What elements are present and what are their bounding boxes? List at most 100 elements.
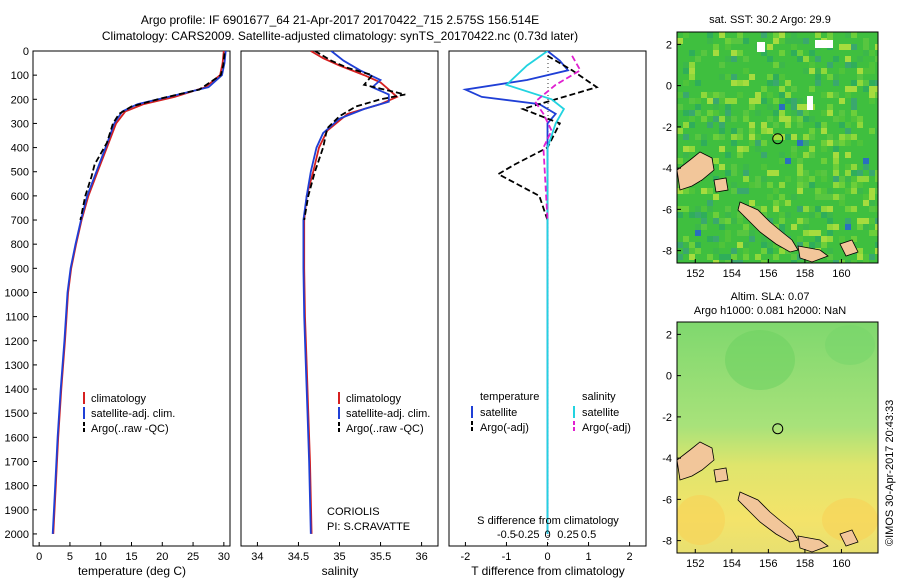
sst-pixel <box>797 50 803 56</box>
sst-pixel <box>833 224 839 230</box>
d-series-1-line <box>496 55 599 221</box>
sst-pixel <box>869 86 875 92</box>
sst-pixel <box>797 170 803 176</box>
sst-pixel <box>779 116 785 122</box>
sst-pixel <box>833 170 839 176</box>
sst-pixel <box>821 110 827 116</box>
sst-pixel <box>719 134 725 140</box>
sst-pixel <box>683 62 689 68</box>
t-xtick-label: 5 <box>67 551 73 563</box>
sst-pixel <box>785 122 791 128</box>
sst-pixel <box>809 230 815 236</box>
sst-pixel <box>773 134 779 140</box>
sst-pixel <box>713 92 719 98</box>
sst-pixel <box>713 194 719 200</box>
sst-pixel <box>791 224 797 230</box>
sla-lon-label: 154 <box>723 558 741 570</box>
sst-lon-label: 152 <box>686 268 704 280</box>
sst-pixel <box>851 176 857 182</box>
sst-pixel <box>869 68 875 74</box>
sst-pixel <box>725 116 731 122</box>
sst-pixel <box>677 158 683 164</box>
sst-pixel <box>875 134 878 140</box>
sst-pixel <box>713 110 719 116</box>
sst-pixel <box>713 176 719 182</box>
sst-pixel <box>725 44 731 50</box>
sst-pixel <box>737 134 743 140</box>
sst-pixel <box>863 260 869 263</box>
sst-pixel <box>725 152 731 158</box>
sst-pixel <box>725 104 731 110</box>
sst-pixel <box>863 68 869 74</box>
difference-panel: -2 -1 0 1 2 -0.5-0.25 0 0.25 0.5 S difference f… <box>448 50 647 578</box>
sst-pixel <box>845 32 851 38</box>
t-xtick-label: 25 <box>187 551 199 563</box>
sst-pixel <box>815 32 821 38</box>
legend-s-satellite: satellite <box>582 407 619 419</box>
sst-pixel <box>761 50 767 56</box>
sst-pixel <box>719 92 725 98</box>
sst-pixel <box>731 98 737 104</box>
sst-pixel <box>719 74 725 80</box>
sst-pixel <box>839 98 845 104</box>
sst-pixel <box>791 152 797 158</box>
sst-pixel <box>737 80 743 86</box>
sla-lat-label: -4 <box>662 453 672 465</box>
sst-pixel <box>755 176 761 182</box>
depth-tick-label: 500 <box>11 167 29 179</box>
depth-tick-label: 300 <box>11 118 29 130</box>
sst-pixel <box>689 248 695 254</box>
sst-pixel <box>791 146 797 152</box>
sst-pixel <box>839 110 845 116</box>
sst-pixel <box>857 254 863 260</box>
sst-pixel <box>695 248 701 254</box>
s-xtick-label: 35 <box>333 551 345 563</box>
sst-pixel <box>803 176 809 182</box>
sst-pixel <box>731 56 737 62</box>
depth-tick-label: 1600 <box>5 432 29 444</box>
sst-pixel <box>809 182 815 188</box>
sst-map-panel: sat. SST: 30.2 Argo: 29.9 152 154 156 158 16… <box>662 14 879 280</box>
sst-pixel <box>725 170 731 176</box>
sst-pixel <box>809 134 815 140</box>
sst-pixel <box>725 38 731 44</box>
sst-pixel <box>827 248 833 254</box>
sst-pixel <box>875 242 878 248</box>
sst-pixel <box>713 50 719 56</box>
sst-pixel <box>719 62 725 68</box>
sst-pixel <box>827 32 833 38</box>
sst-pixel <box>773 254 779 260</box>
sst-pixel <box>677 38 683 44</box>
sst-pixel <box>839 176 845 182</box>
legend-t-satellite: satellite <box>480 407 517 419</box>
sst-pixel <box>749 98 755 104</box>
sst-pixel <box>743 38 749 44</box>
sst-pixel <box>869 230 875 236</box>
sst-pixel <box>821 146 827 152</box>
sst-pixel <box>743 242 749 248</box>
sst-pixel <box>833 56 839 62</box>
sst-cloud-gap-3 <box>807 96 813 110</box>
sst-pixel <box>869 206 875 212</box>
sst-pixel <box>731 248 737 254</box>
sst-pixel <box>767 182 773 188</box>
sst-pixel <box>749 200 755 206</box>
d-series-3-line <box>533 55 582 221</box>
sst-pixel <box>869 92 875 98</box>
sst-pixel <box>701 116 707 122</box>
sst-pixel <box>677 104 683 110</box>
sst-pixel <box>761 128 767 134</box>
sst-pixel <box>767 218 773 224</box>
sst-pixel <box>791 50 797 56</box>
sla-map-frame <box>676 321 879 554</box>
salinity-xlabel: salinity <box>322 564 359 578</box>
sst-pixel <box>851 44 857 50</box>
t-series-2-line <box>79 53 226 221</box>
sst-pixel <box>743 254 749 260</box>
sst-pixel <box>731 140 737 146</box>
legend-t-argo: Argo(-adj) <box>480 422 529 434</box>
sst-pixel <box>863 38 869 44</box>
sst-pixel <box>677 254 683 260</box>
sst-pixel <box>701 212 707 218</box>
sst-pixel <box>683 80 689 86</box>
